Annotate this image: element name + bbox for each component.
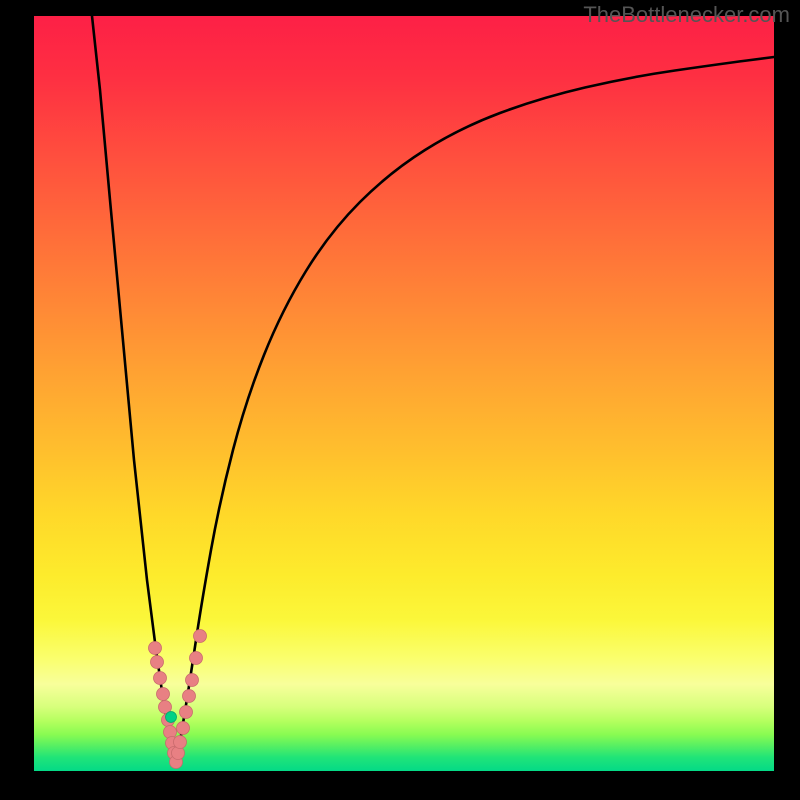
watermark-label: TheBottlenecker.com <box>583 2 790 28</box>
marker-highlight <box>166 712 177 723</box>
chart-svg <box>0 0 800 800</box>
chart-stage: TheBottlenecker.com <box>0 0 800 800</box>
marker-dot <box>180 706 193 719</box>
marker-dot <box>177 722 190 735</box>
gradient-panel <box>34 16 774 771</box>
marker-dot <box>154 672 167 685</box>
marker-dot <box>149 642 162 655</box>
marker-dot <box>151 656 164 669</box>
marker-dot <box>174 736 187 749</box>
marker-dot <box>186 674 199 687</box>
marker-dot <box>194 630 207 643</box>
marker-dot <box>157 688 170 701</box>
marker-dot <box>190 652 203 665</box>
marker-dot <box>183 690 196 703</box>
